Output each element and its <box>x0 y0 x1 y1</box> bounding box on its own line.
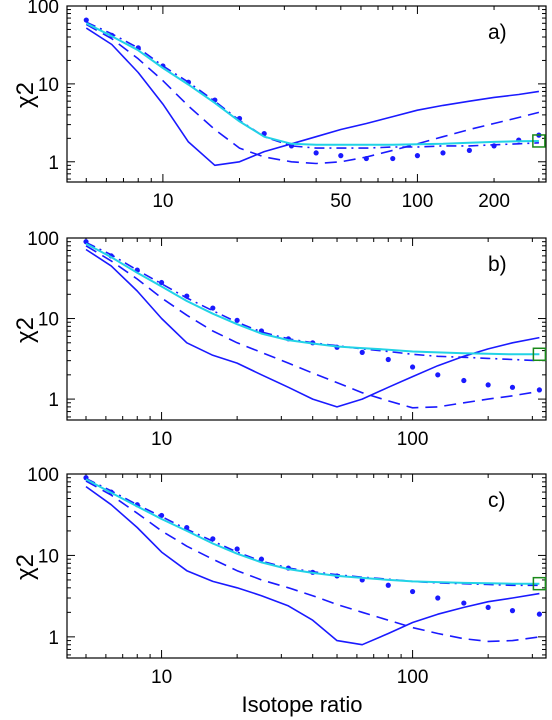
end-marker-square <box>532 576 547 591</box>
plot-frame <box>66 5 547 183</box>
series-group <box>83 17 542 167</box>
y-tick-label: 10 <box>38 75 59 96</box>
series-dotted-point <box>158 279 165 286</box>
x-tick-label: 200 <box>478 191 510 212</box>
series-dotted-point <box>385 356 391 363</box>
series-dashed-line <box>85 245 540 409</box>
chart-panel-3: 10 100 1 10 100 χ2 c) <box>12 465 547 688</box>
panel-label: c) <box>488 489 506 512</box>
y-tick-label: 100 <box>27 0 59 18</box>
series-dotted-point <box>466 147 472 153</box>
series-dotted-point <box>509 608 516 614</box>
series-dotted-point <box>509 384 516 390</box>
series-cyan-line <box>85 242 540 356</box>
plot-frame <box>66 473 547 659</box>
x-axis-label: Isotope ratio <box>241 692 362 717</box>
y-tick-label: 10 <box>38 310 59 331</box>
series-dotted-point <box>461 377 467 384</box>
x-tick-label: 100 <box>402 191 434 212</box>
chart-panel-2: 10 100 1 10 100 χ2 b) <box>12 229 547 450</box>
series-dotted-point <box>409 364 416 370</box>
series-dotted-point <box>409 588 416 595</box>
series-dotted-point <box>536 611 542 617</box>
y-tick-label: 100 <box>27 229 59 250</box>
y-axis-label: χ2 <box>12 317 39 343</box>
series-dotted-point <box>435 372 441 378</box>
series-dotted-point <box>385 582 391 588</box>
y-tick-label: 10 <box>38 546 59 567</box>
series-dotted-point <box>414 153 421 159</box>
x-tick-label: 10 <box>151 429 172 450</box>
series-dotted-point <box>338 153 344 159</box>
series-dotted-point <box>359 349 365 355</box>
y-axis-label: χ2 <box>12 554 39 580</box>
series-dotted-point <box>485 382 491 388</box>
series-dotted-point <box>440 150 446 156</box>
y-tick-label: 1 <box>48 153 59 174</box>
chart-panel-1: 10 50 100 200 1 10 100 χ2 a) <box>12 0 547 212</box>
series-dotted-point <box>363 155 369 162</box>
series-dotted-point <box>210 305 216 311</box>
series-dotted-point <box>83 17 89 23</box>
series-dashdot-line <box>85 21 539 149</box>
panel-label: b) <box>488 253 507 276</box>
series-group <box>83 239 542 409</box>
series-dotted-point <box>313 150 319 156</box>
y-tick-label: 1 <box>48 390 59 411</box>
plot-frame <box>66 237 547 421</box>
end-marker-square <box>532 134 546 148</box>
end-marker-square <box>532 347 547 362</box>
series-dashed-line <box>85 480 540 643</box>
series-dotted-point <box>234 546 240 552</box>
series-cyan-line <box>85 478 540 585</box>
series-dashed-line <box>85 23 540 165</box>
series-dotted-point <box>158 512 165 519</box>
series-group <box>83 475 542 646</box>
series-dotted-point <box>536 387 542 393</box>
y-tick-label: 1 <box>48 628 59 649</box>
series-dotted-point <box>461 600 467 606</box>
y-axis-label: χ2 <box>12 82 39 108</box>
series-solid-line <box>85 27 540 167</box>
series-cyan-line <box>85 22 539 146</box>
x-tick-label: 10 <box>152 191 173 212</box>
x-tick-label: 50 <box>330 191 351 212</box>
series-dashdot-line <box>85 477 540 587</box>
series-dotted-point <box>485 604 491 611</box>
series-dotted-point <box>435 595 441 601</box>
x-tick-label: 100 <box>397 667 429 688</box>
series-dotted-point <box>390 155 396 162</box>
series-solid-line <box>85 248 540 408</box>
series-solid-line <box>85 485 540 646</box>
x-tick-label: 10 <box>151 667 172 688</box>
panel-label: a) <box>488 21 507 44</box>
x-tick-label: 100 <box>397 429 429 450</box>
y-tick-label: 100 <box>27 465 59 486</box>
